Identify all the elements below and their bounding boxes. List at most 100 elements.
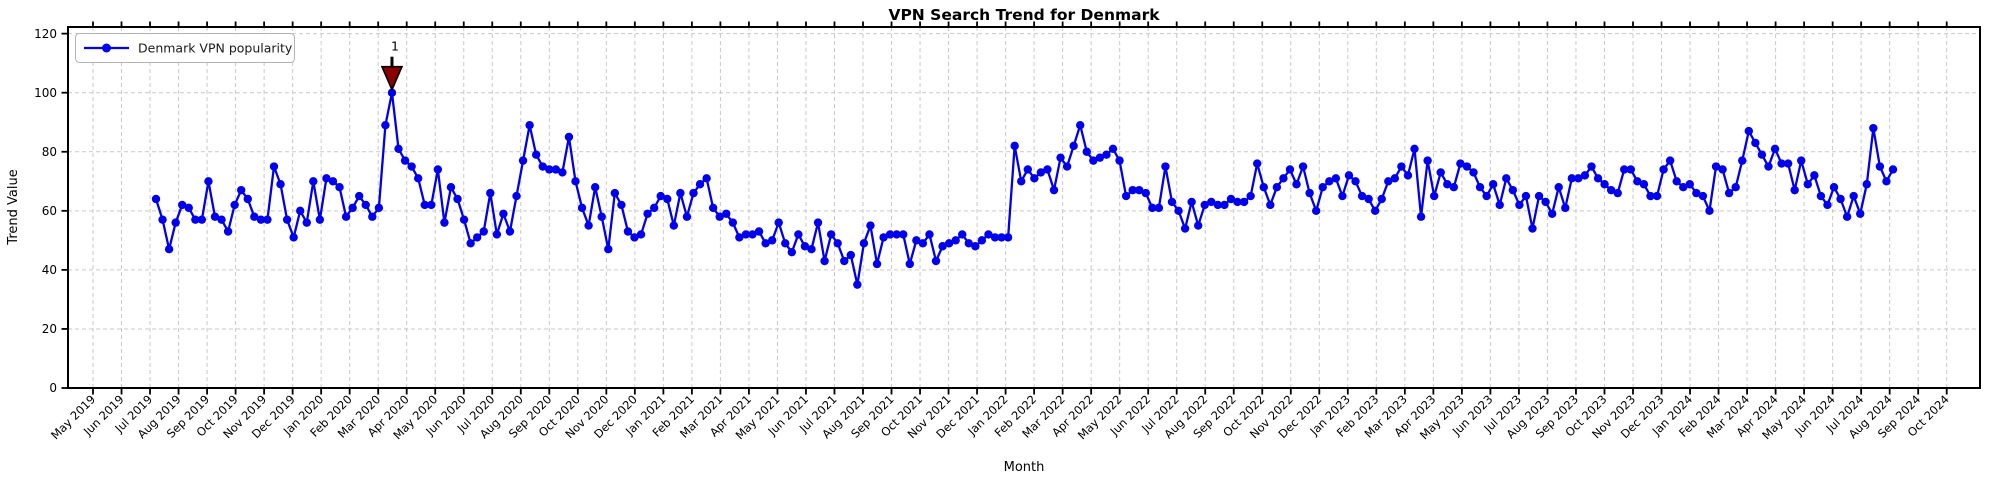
data-point: [735, 233, 744, 242]
data-point: [984, 230, 993, 239]
data-point: [427, 200, 436, 210]
data-point: [1842, 212, 1852, 221]
data-point: [1377, 194, 1386, 204]
data-point: [335, 183, 344, 192]
data-point: [1128, 185, 1137, 195]
y-axis-label: Trend Value: [6, 169, 21, 245]
data-point: [1534, 191, 1544, 201]
data-point: [1482, 191, 1491, 201]
tick-layer: [61, 21, 1948, 395]
data-point: [1836, 194, 1845, 204]
data-point: [958, 230, 967, 239]
data-point: [1167, 197, 1177, 207]
data-point: [551, 165, 561, 174]
data-point: [479, 227, 488, 236]
data-point: [361, 200, 370, 210]
data-point: [499, 209, 508, 218]
data-point: [722, 209, 731, 218]
data-point: [925, 230, 934, 239]
data-point: [1790, 185, 1799, 195]
data-point: [1508, 185, 1518, 195]
data-point: [1338, 191, 1347, 201]
data-point: [243, 194, 252, 204]
grid-layer: [68, 27, 1980, 388]
data-point: [1429, 191, 1439, 201]
data-point: [355, 191, 364, 201]
data-point: [1449, 183, 1459, 192]
data-point: [1502, 174, 1511, 183]
data-point: [1672, 177, 1681, 186]
data-point: [1888, 165, 1898, 174]
data-point: [1875, 162, 1885, 171]
data-point: [1325, 177, 1334, 186]
data-point: [1403, 171, 1413, 180]
data-point: [1783, 159, 1793, 168]
data-point: [885, 230, 895, 239]
data-point: [708, 203, 718, 213]
data-point: [440, 218, 449, 227]
data-point: [368, 212, 377, 221]
data-point: [938, 242, 947, 251]
data-point: [1410, 144, 1419, 154]
data-point: [964, 239, 973, 248]
data-point: [1364, 194, 1373, 204]
data-point: [951, 236, 960, 245]
annotation-arrow-icon: [380, 65, 404, 92]
data-point: [1718, 165, 1727, 174]
data-point: [538, 162, 547, 171]
data-point: [1259, 183, 1268, 192]
data-point: [210, 212, 220, 221]
data-point: [518, 156, 528, 165]
data-point: [1331, 174, 1341, 183]
data-point: [1633, 177, 1642, 186]
data-point: [1744, 126, 1754, 136]
data-point: [1154, 203, 1164, 213]
data-point: [1711, 162, 1721, 171]
data-point: [1810, 171, 1819, 180]
legend-label: Denmark VPN popularity: [138, 41, 293, 56]
data-point: [1030, 174, 1039, 183]
data-point: [689, 188, 698, 198]
data-point: [833, 239, 842, 248]
data-point: [446, 183, 456, 192]
data-point: [250, 212, 259, 221]
data-point: [826, 230, 836, 239]
data-point: [263, 215, 272, 224]
data-point: [977, 236, 987, 245]
data-point: [1220, 200, 1229, 210]
data-point: [564, 132, 574, 142]
data-point: [682, 212, 692, 221]
data-point: [1102, 150, 1111, 159]
data-point: [322, 174, 331, 183]
data-point: [617, 200, 626, 210]
data-point: [997, 233, 1006, 242]
data-point: [459, 215, 469, 224]
data-point: [1187, 197, 1196, 207]
data-point: [1121, 191, 1131, 201]
data-point: [1764, 162, 1773, 171]
data-point: [1141, 188, 1150, 198]
legend: Denmark VPN popularity: [75, 33, 295, 63]
data-point: [590, 183, 600, 192]
y-tick-label: 120: [34, 27, 57, 41]
data-point: [1043, 165, 1052, 174]
data-point: [1285, 165, 1295, 174]
data-point: [800, 242, 810, 251]
data-point: [237, 185, 246, 195]
data-point: [466, 239, 475, 248]
data-point: [1587, 162, 1596, 171]
data-point: [1416, 212, 1426, 221]
data-point: [990, 233, 1000, 242]
data-point: [453, 194, 462, 204]
legend-marker-icon: [102, 43, 111, 53]
data-point: [781, 239, 790, 248]
data-point: [309, 177, 318, 186]
data-point: [204, 177, 213, 186]
data-point: [846, 250, 855, 260]
data-point: [1528, 224, 1537, 233]
data-point: [905, 259, 914, 269]
data-point: [859, 239, 869, 248]
data-point: [394, 144, 403, 154]
